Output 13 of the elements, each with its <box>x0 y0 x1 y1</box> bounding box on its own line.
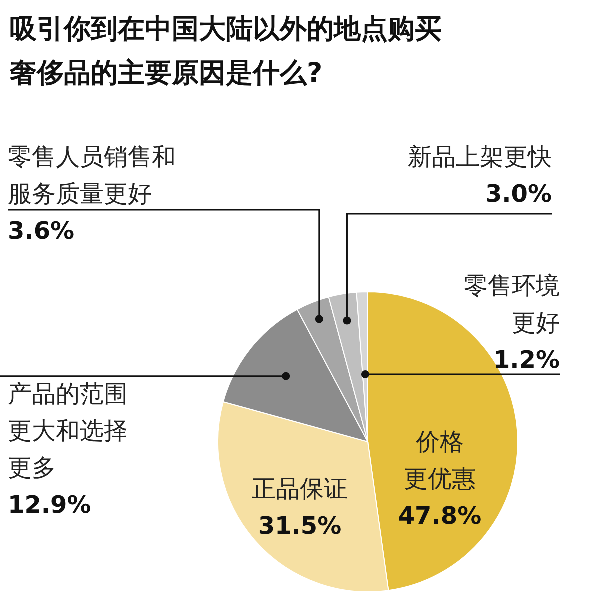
data-label: 3.6% <box>8 217 75 245</box>
chart-title: 吸引你到在中国大陆以外的地点购买奢侈品的主要原因是什么? <box>9 14 442 89</box>
slice-label: 零售环境更好 <box>464 272 560 337</box>
data-label: 47.8% <box>398 502 482 530</box>
slice-label: 价格更优惠 <box>404 428 476 493</box>
slice-label: 正品保证 <box>252 475 348 503</box>
data-label: 31.5% <box>258 512 342 540</box>
data-label: 3.0% <box>485 180 552 208</box>
slice-label: 零售人员销售和服务质量更好 <box>8 143 176 208</box>
data-label: 12.9% <box>8 491 92 519</box>
slice-label: 新品上架更快 <box>408 143 552 171</box>
data-label: 1.2% <box>493 346 560 374</box>
slice-label: 产品的范围更大和选择更多 <box>8 380 128 482</box>
